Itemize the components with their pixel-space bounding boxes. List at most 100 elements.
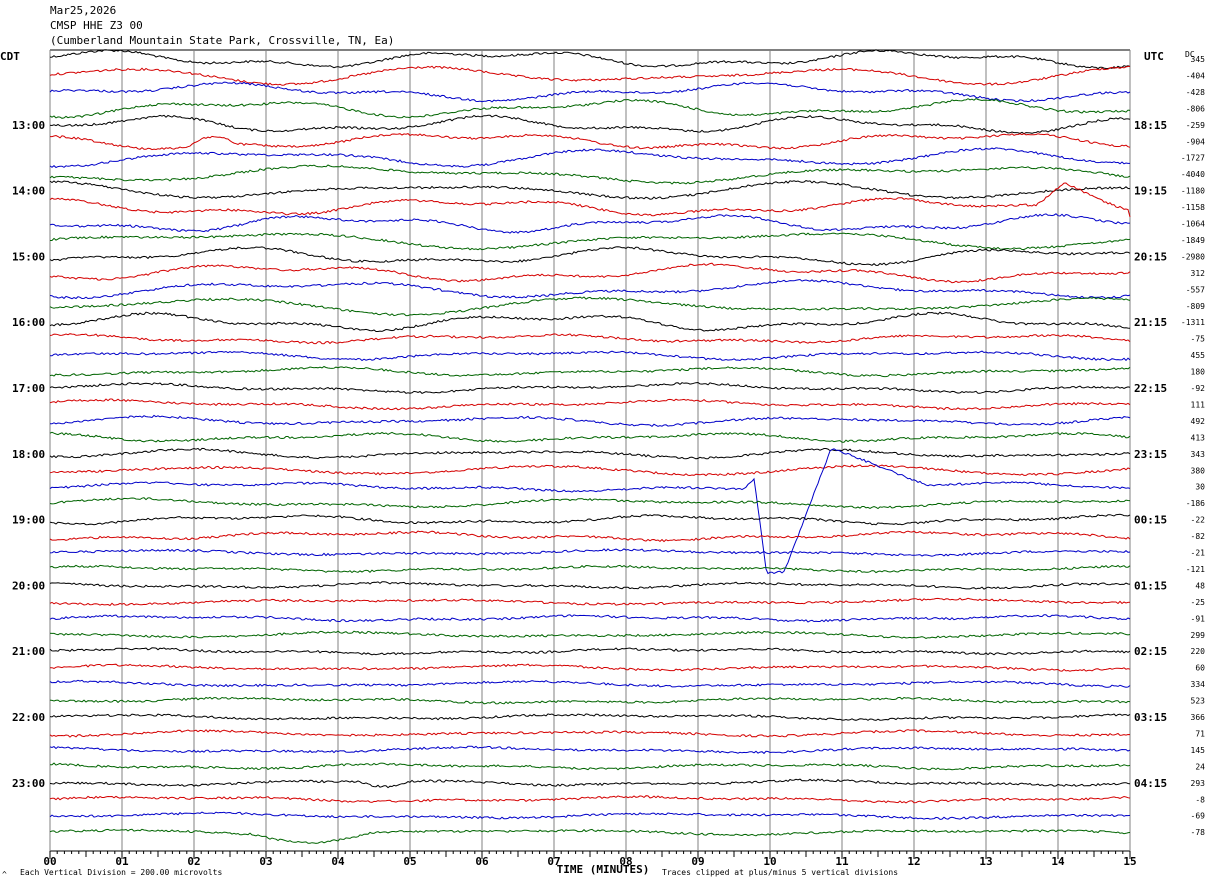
cdt-hour-label: 17:00 xyxy=(12,382,45,395)
dc-offset-label: -809 xyxy=(1186,302,1205,311)
seismic-trace xyxy=(49,333,1131,345)
dc-offset-label: -1727 xyxy=(1181,154,1205,163)
dc-offset-label: -428 xyxy=(1186,88,1205,97)
station-code: CMSP HHE Z3 00 xyxy=(50,19,143,32)
x-tick-label: 12 xyxy=(907,855,920,868)
dc-offset-label: 220 xyxy=(1191,647,1206,656)
seismic-trace xyxy=(49,497,1131,510)
seismic-trace xyxy=(49,147,1130,169)
dc-offset-label: 523 xyxy=(1191,697,1206,706)
dc-offset-label: -1158 xyxy=(1181,203,1205,212)
x-tick-label: 04 xyxy=(331,855,345,868)
seismic-trace xyxy=(49,548,1131,557)
dc-offset-label: -92 xyxy=(1191,384,1206,393)
seismic-trace xyxy=(49,795,1131,804)
dc-offset-label: 413 xyxy=(1191,433,1206,442)
x-tick-label: 09 xyxy=(691,855,704,868)
seismic-trace xyxy=(49,262,1131,284)
seismic-trace xyxy=(49,182,1131,218)
utc-hour-label: 23:15 xyxy=(1134,448,1167,461)
seismic-trace xyxy=(49,414,1131,428)
seismic-trace xyxy=(49,696,1131,705)
dc-offset-label: 24 xyxy=(1195,762,1205,771)
seismic-trace xyxy=(49,614,1131,623)
station-location: (Cumberland Mountain State Park, Crossvi… xyxy=(50,34,395,47)
x-tick-label: 08 xyxy=(619,855,632,868)
x-tick-label: 10 xyxy=(763,855,776,868)
dc-offset-label: 145 xyxy=(1191,746,1206,755)
seismic-trace xyxy=(49,278,1131,300)
dc-offset-label: 366 xyxy=(1191,713,1206,722)
dc-offset-label: 30 xyxy=(1195,483,1205,492)
utc-hour-label: 01:15 xyxy=(1134,579,1167,592)
dc-offset-label: -1311 xyxy=(1181,318,1205,327)
dc-offset-label: 492 xyxy=(1191,417,1206,426)
dc-offset-label: -1064 xyxy=(1181,220,1205,229)
cdt-hour-label: 16:00 xyxy=(12,316,45,329)
dc-offset-label: -22 xyxy=(1191,516,1206,525)
dc-offset-label: 71 xyxy=(1195,729,1205,738)
x-tick-label: 02 xyxy=(187,855,200,868)
utc-hour-label: 03:15 xyxy=(1134,711,1167,724)
seismic-trace xyxy=(49,713,1131,721)
dc-offset-label: -4040 xyxy=(1181,170,1205,179)
x-tick-label: 14 xyxy=(1051,855,1065,868)
dc-offset-label: -1180 xyxy=(1181,187,1205,196)
utc-hour-label: 00:15 xyxy=(1134,514,1167,527)
cdt-hour-label: 18:00 xyxy=(12,448,45,461)
cdt-hour-label: 15:00 xyxy=(12,250,45,263)
seismic-trace xyxy=(49,180,1131,200)
x-tick-label: 15 xyxy=(1123,855,1136,868)
x-tick-label: 13 xyxy=(979,855,992,868)
seismic-trace xyxy=(49,828,1131,844)
seismic-trace xyxy=(50,133,1131,151)
x-tick-label: 00 xyxy=(43,855,56,868)
seismic-trace xyxy=(49,530,1131,543)
dc-offset-label: -1849 xyxy=(1181,236,1205,245)
cdt-hour-label: 21:00 xyxy=(12,645,45,658)
dc-offset-label: -2980 xyxy=(1181,252,1205,261)
dc-offset-label: -75 xyxy=(1191,335,1206,344)
seismic-trace xyxy=(49,811,1131,820)
dc-offset-label: -404 xyxy=(1186,71,1205,80)
utc-hour-label: 22:15 xyxy=(1134,382,1167,395)
x-tick-label: 05 xyxy=(403,855,416,868)
seismic-trace xyxy=(49,778,1131,789)
dc-offset-label: 334 xyxy=(1191,680,1206,689)
scale-note: Each Vertical Division = 200.00 microvol… xyxy=(20,868,222,877)
dc-offset-label: 180 xyxy=(1191,368,1206,377)
dc-offset-label: -21 xyxy=(1191,549,1206,558)
dc-offset-label: -8 xyxy=(1195,795,1205,804)
dc-offset-label: 380 xyxy=(1191,466,1206,475)
utc-hour-label: 19:15 xyxy=(1134,185,1167,198)
utc-hour-label: 20:15 xyxy=(1134,250,1167,263)
seismic-trace xyxy=(49,296,1131,317)
dc-offset-label: 111 xyxy=(1191,400,1206,409)
cdt-hour-label: 23:00 xyxy=(12,777,45,790)
seismic-trace xyxy=(49,365,1131,378)
x-tick-label: 03 xyxy=(259,855,272,868)
seismic-trace xyxy=(49,114,1131,135)
utc-hour-label: 18:15 xyxy=(1134,119,1167,132)
seismic-trace xyxy=(49,679,1131,688)
cdt-hour-label: 19:00 xyxy=(12,514,45,527)
dc-offset-label: 60 xyxy=(1195,664,1205,673)
seismic-trace xyxy=(49,597,1131,607)
dc-offset-label: -557 xyxy=(1186,285,1205,294)
utc-hour-label: 04:15 xyxy=(1134,777,1167,790)
seismic-trace xyxy=(49,81,1131,103)
seismic-trace xyxy=(49,729,1131,738)
seismic-trace xyxy=(49,745,1131,755)
utc-hour-label: 02:15 xyxy=(1134,645,1167,658)
left-axis-label: CDT xyxy=(0,50,20,63)
dc-offset-label: -806 xyxy=(1186,104,1205,113)
dc-offset-label: -69 xyxy=(1191,812,1206,821)
cdt-hour-label: 14:00 xyxy=(12,185,45,198)
dc-offset-label: -904 xyxy=(1186,137,1205,146)
seismic-trace xyxy=(49,564,1131,574)
x-axis-label: TIME (MINUTES) xyxy=(557,863,650,876)
dc-label: DC xyxy=(1185,50,1195,59)
seismic-trace xyxy=(49,381,1131,394)
seismic-trace xyxy=(49,630,1131,639)
